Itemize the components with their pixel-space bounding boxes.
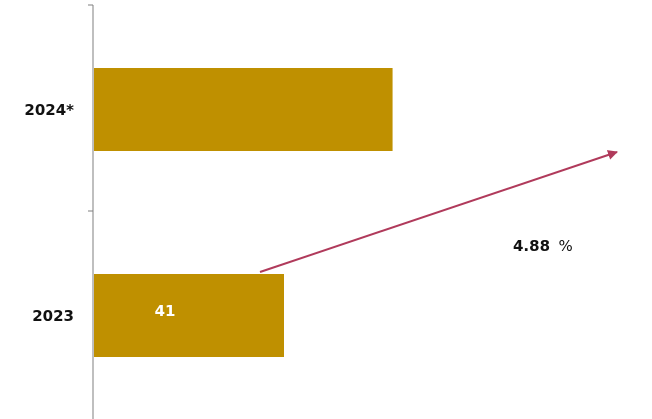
data-label-2023: 41 — [155, 302, 176, 320]
category-label-2023: 2023 — [32, 307, 74, 325]
bar-2024 — [94, 68, 393, 151]
data-label-2024: 43 — [410, 96, 431, 114]
growth-value: 4.88 — [513, 237, 550, 255]
category-label-2024: 2024* — [24, 101, 74, 119]
bar-2023 — [94, 274, 284, 357]
growth-annotation: 4.88 % — [513, 237, 573, 255]
growth-unit: % — [558, 237, 572, 255]
growth-arrow — [259, 150, 618, 273]
